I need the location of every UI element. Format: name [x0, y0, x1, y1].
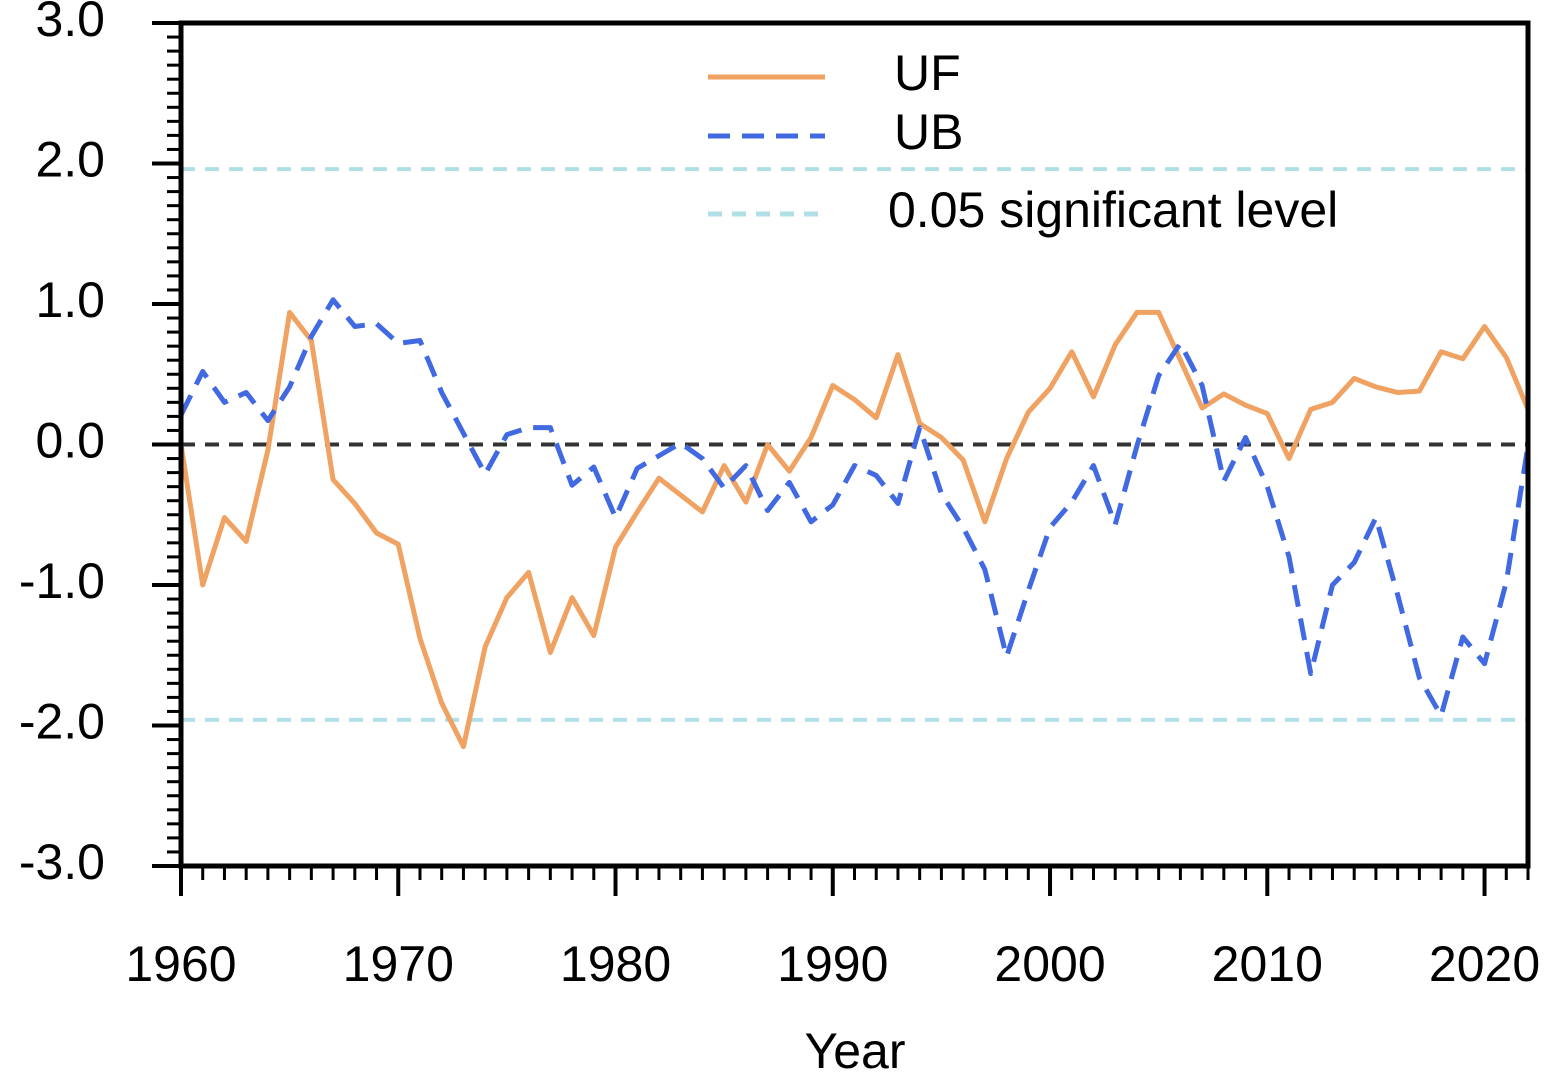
y-tick-label: -1.0 [19, 553, 105, 609]
x-tick-label: 1990 [777, 936, 888, 992]
y-tick-label: 1.0 [35, 272, 105, 328]
y-tick-label: -3.0 [19, 834, 105, 890]
x-tick-label: 1980 [560, 936, 671, 992]
legend-label: UF [894, 45, 961, 101]
x-tick-label: 1960 [125, 936, 236, 992]
y-tick-label: 0.0 [35, 413, 105, 469]
series-line [178, 309, 1531, 750]
x-tick-label: 1970 [343, 936, 454, 992]
legend-label: 0.05 significant level [888, 182, 1338, 238]
series-line [178, 297, 1531, 719]
legend-label: UB [894, 104, 963, 160]
y-tick-label: 3.0 [35, 0, 105, 47]
y-tick-label: -2.0 [19, 694, 105, 750]
plot-frame [178, 20, 1531, 869]
x-tick-label: 2010 [1212, 936, 1323, 992]
x-tick-label: 2020 [1429, 936, 1540, 992]
y-tick-label: 2.0 [35, 132, 105, 188]
x-axis-title: Year [804, 1023, 905, 1079]
x-tick-label: 2000 [994, 936, 1105, 992]
